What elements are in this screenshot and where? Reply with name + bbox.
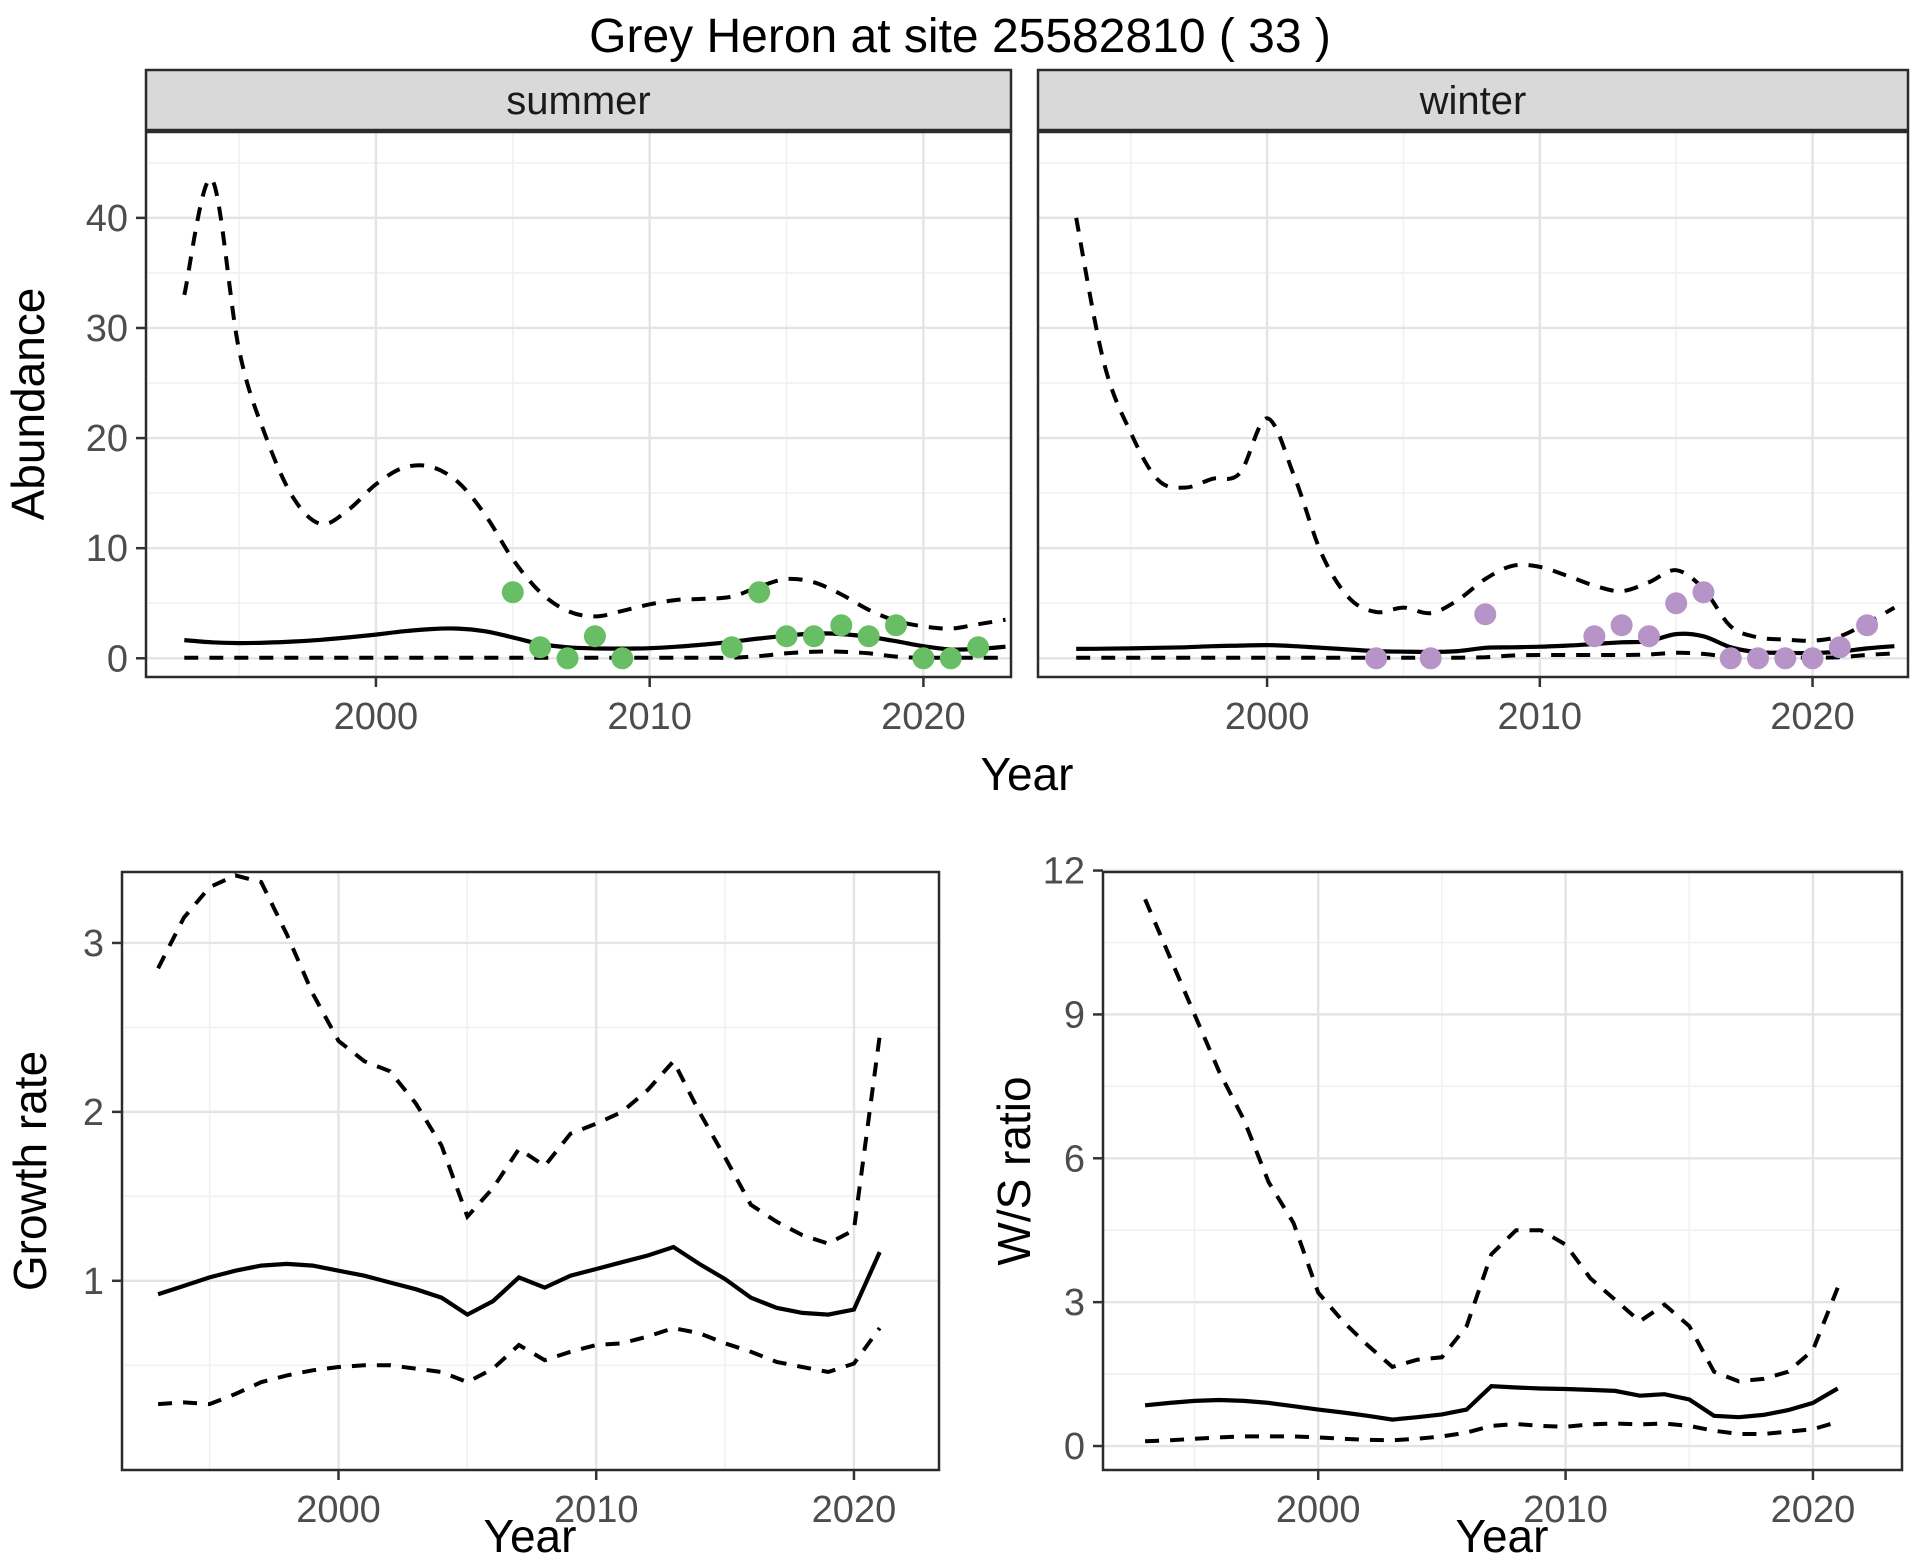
axis-abundance-winter: 2000 2010 2020 (1225, 677, 1855, 738)
y-axis-title-abundance: Abundance (2, 288, 54, 521)
x-tick-label: 2020 (1770, 696, 1855, 738)
observed-point-abundance-winter (1828, 636, 1851, 659)
panel-border-abundance-winter (1036, 130, 1910, 679)
y-axis-title-growth-rate: Growth rate (4, 1051, 56, 1291)
series-ws-ratio (1143, 898, 1840, 1444)
plot-title: Grey Heron at site 25582810 ( 33 ) (589, 10, 1331, 63)
mean-line-ws-ratio (1144, 1383, 1839, 1422)
observed-point-abundance-winter (1747, 647, 1769, 670)
observed-point-abundance-summer (501, 581, 524, 604)
y-tick-label: 30 (86, 308, 128, 350)
panel-border-abundance-summer (144, 130, 1013, 679)
observed-point-abundance-winter (1719, 647, 1742, 670)
observed-point-abundance-winter (1692, 581, 1715, 604)
axis-abundance-summer: 2000 2010 2020 0 10 20 30 40 (86, 198, 966, 738)
y-tick-label: 40 (86, 198, 128, 240)
facet-strip-summer-label: summer (506, 79, 650, 123)
y-tick-label: 12 (1043, 851, 1085, 893)
y-tick-label: 0 (1064, 1426, 1085, 1468)
lower-ci-line-ws-ratio (1145, 1420, 1839, 1444)
upper-ci-line-ws-ratio (1143, 898, 1840, 1384)
y-tick-label: 1 (83, 1261, 104, 1303)
y-tick-label: 2 (83, 1092, 104, 1134)
axis-ws-ratio: 2000 2010 2020 0 3 6 9 12 (1043, 851, 1856, 1531)
observed-point-abundance-summer (912, 647, 935, 670)
panel-growth-rate: 2000 2010 2020 1 2 3 (83, 870, 941, 1531)
observed-point-abundance-winter (1610, 614, 1633, 637)
observed-point-abundance-summer (556, 647, 579, 670)
observed-point-abundance-winter (1665, 592, 1688, 615)
observed-point-abundance-summer (939, 647, 962, 670)
panel-border-growth-rate (120, 870, 941, 1472)
observed-point-abundance-summer (885, 614, 908, 637)
x-tick-label: 2020 (812, 1489, 897, 1531)
y-tick-label: 6 (1064, 1138, 1085, 1180)
y-axis-title-ws-ratio: W/S ratio (988, 1076, 1040, 1265)
upper-ci-line-abundance-summer (182, 177, 1006, 631)
observed-point-abundance-winter (1774, 647, 1797, 670)
y-tick-label: 3 (1064, 1282, 1085, 1324)
x-tick-label: 2000 (1225, 696, 1310, 738)
observed-point-abundance-winter (1419, 647, 1442, 670)
panel-ws-ratio: 2000 2010 2020 0 3 6 9 12 (1043, 851, 1904, 1531)
observed-point-abundance-summer (748, 581, 771, 604)
panel-abundance-summer: 2000 2010 2020 0 10 20 30 40 (86, 130, 1013, 738)
x-axis-title-year-bottom-left: Year (484, 1510, 577, 1560)
observed-point-abundance-summer (857, 625, 880, 648)
y-tick-label: 3 (83, 923, 104, 965)
x-axis-title-year-top: Year (981, 748, 1074, 800)
observed-point-abundance-winter (1365, 647, 1388, 670)
x-tick-label: 2020 (881, 696, 966, 738)
y-tick-label: 20 (86, 418, 128, 460)
x-tick-label: 2000 (334, 696, 419, 738)
x-tick-label: 2010 (1498, 696, 1583, 738)
observed-point-abundance-summer (720, 636, 743, 659)
x-tick-label: 2010 (607, 696, 692, 738)
facet-strip-winter-background (1036, 68, 1910, 132)
facet-strip-summer-background (144, 68, 1013, 132)
gridlines-abundance-summer (146, 132, 1011, 677)
axis-growth-rate: 2000 2010 2020 1 2 3 (83, 923, 896, 1531)
series-growth-rate (156, 873, 882, 1407)
series-abundance-winter (1074, 217, 1896, 670)
observed-point-abundance-winter (1856, 614, 1879, 637)
lower-ci-line-abundance-summer (184, 649, 1006, 660)
observed-point-abundance-winter (1801, 647, 1824, 670)
observed-point-abundance-summer (529, 636, 552, 659)
x-tick-label: 2010 (1523, 1489, 1608, 1531)
x-axis-title-year-bottom-right: Year (1456, 1510, 1549, 1560)
gridlines-abundance-winter (1038, 132, 1908, 677)
observed-point-abundance-winter (1637, 625, 1660, 648)
gridlines-ws-ratio (1103, 869, 1902, 1470)
observed-point-abundance-summer (802, 625, 825, 648)
lower-ci-line-growth-rate (157, 1326, 882, 1407)
facet-strip-summer: summer (144, 68, 1013, 132)
facet-strip-winter: winter (1036, 68, 1910, 132)
y-tick-label: 9 (1064, 994, 1085, 1036)
facet-strip-winter-label: winter (1419, 79, 1527, 123)
x-tick-label: 2000 (1276, 1489, 1361, 1531)
upper-ci-line-abundance-winter (1074, 217, 1896, 643)
mean-line-growth-rate (157, 1244, 882, 1318)
observed-point-abundance-winter (1583, 625, 1606, 648)
observed-point-abundance-summer (611, 647, 634, 670)
panel-abundance-winter: 2000 2010 2020 (1036, 130, 1910, 738)
panel-border-ws-ratio (1101, 870, 1904, 1472)
y-tick-label: 0 (107, 638, 128, 680)
observed-point-abundance-summer (583, 625, 606, 648)
x-tick-label: 2020 (1771, 1489, 1856, 1531)
series-abundance-summer (182, 177, 1006, 670)
observed-point-abundance-summer (967, 636, 990, 659)
observed-point-abundance-summer (830, 614, 853, 637)
observed-point-abundance-summer (775, 625, 798, 648)
x-tick-label: 2010 (554, 1489, 639, 1531)
observed-point-abundance-winter (1474, 603, 1497, 626)
x-tick-label: 2000 (296, 1489, 381, 1531)
y-tick-label: 10 (86, 528, 128, 570)
